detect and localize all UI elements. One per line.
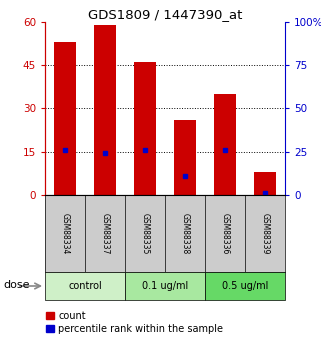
- Bar: [94, 25, 116, 195]
- Text: GSM88339: GSM88339: [261, 213, 270, 254]
- Bar: [254, 172, 276, 195]
- Text: GSM88334: GSM88334: [60, 213, 70, 254]
- Text: GSM88338: GSM88338: [180, 213, 189, 254]
- Bar: [125, 272, 205, 300]
- Bar: [205, 272, 285, 300]
- Text: GSM88337: GSM88337: [100, 213, 109, 254]
- Bar: [134, 62, 156, 195]
- Text: control: control: [68, 281, 102, 291]
- Text: 0.1 ug/ml: 0.1 ug/ml: [142, 281, 188, 291]
- Bar: [214, 94, 236, 195]
- Text: 0.5 ug/ml: 0.5 ug/ml: [222, 281, 268, 291]
- Bar: [45, 272, 125, 300]
- Bar: [174, 120, 196, 195]
- Bar: [54, 42, 76, 195]
- Text: dose: dose: [3, 280, 30, 290]
- Legend: count, percentile rank within the sample: count, percentile rank within the sample: [45, 310, 224, 335]
- Title: GDS1809 / 1447390_at: GDS1809 / 1447390_at: [88, 8, 242, 21]
- Text: GSM88336: GSM88336: [221, 213, 230, 254]
- Text: GSM88335: GSM88335: [141, 213, 150, 254]
